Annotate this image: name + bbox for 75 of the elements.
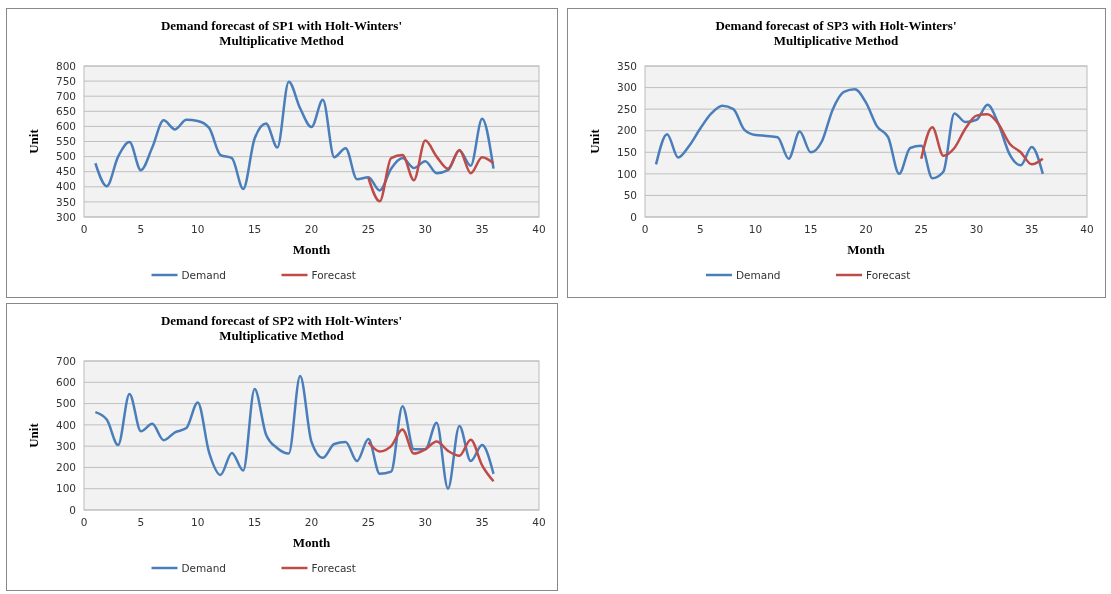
y-tick-label: 350 bbox=[55, 195, 76, 208]
x-tick-label: 35 bbox=[475, 223, 489, 235]
y-tick-label: 600 bbox=[55, 375, 76, 388]
y-tick-label: 100 bbox=[55, 482, 76, 495]
x-tick-label: 10 bbox=[191, 223, 205, 235]
y-axis-title: Unit bbox=[587, 128, 602, 154]
x-tick-label: 30 bbox=[418, 516, 432, 528]
x-tick-label: 35 bbox=[475, 516, 489, 528]
x-tick-label: 5 bbox=[137, 223, 145, 235]
x-tick-label: 20 bbox=[859, 223, 873, 235]
y-tick-label: 450 bbox=[55, 165, 76, 178]
y-tick-label: 650 bbox=[55, 104, 76, 117]
chart-title: Demand forecast of SP1 with Holt-Winters' Multiplicative Method bbox=[160, 18, 403, 48]
x-tick-label: 20 bbox=[304, 223, 319, 235]
y-tick-label: 400 bbox=[55, 180, 76, 193]
x-tick-label: 5 bbox=[137, 516, 145, 528]
y-tick-label: 300 bbox=[55, 210, 76, 223]
legend-label: Demand bbox=[181, 268, 227, 281]
x-tick-label: 30 bbox=[418, 223, 432, 235]
x-tick-label: 15 bbox=[247, 516, 262, 528]
y-tick-label: 100 bbox=[616, 167, 637, 180]
y-tick-label: 350 bbox=[616, 59, 637, 72]
y-tick-label: 700 bbox=[55, 354, 76, 367]
y-tick-label: 750 bbox=[55, 74, 76, 87]
x-tick-label: 30 bbox=[969, 223, 984, 235]
y-tick-label: 300 bbox=[616, 81, 637, 94]
y-tick-label: 600 bbox=[55, 120, 76, 133]
x-tick-label: 15 bbox=[804, 223, 818, 235]
y-tick-label: 250 bbox=[616, 102, 637, 115]
y-tick-label: 150 bbox=[616, 145, 637, 158]
legend-label: Forecast bbox=[866, 268, 911, 281]
line-series bbox=[94, 374, 495, 490]
x-axis-title: Month bbox=[292, 242, 332, 257]
x-tick-label: 0 bbox=[80, 223, 88, 235]
x-tick-label: 0 bbox=[641, 223, 649, 235]
y-tick-label: 800 bbox=[55, 59, 76, 72]
x-tick-label: 25 bbox=[914, 223, 928, 235]
x-tick-label: 5 bbox=[696, 223, 704, 235]
line-series bbox=[94, 80, 495, 192]
y-axis-title: Unit bbox=[26, 422, 41, 448]
chart-title: Demand forecast of SP3 with Holt-Winters' Multiplicative Method bbox=[715, 18, 957, 48]
x-tick-label: 40 bbox=[1080, 223, 1094, 235]
y-tick-label: 500 bbox=[55, 397, 76, 410]
x-axis-title: Month bbox=[847, 242, 886, 257]
line-series bbox=[654, 88, 1045, 180]
y-tick-label: 200 bbox=[616, 124, 637, 137]
x-tick-label: 40 bbox=[532, 223, 546, 235]
line-series bbox=[920, 113, 1045, 166]
y-tick-label: 300 bbox=[55, 439, 76, 452]
y-tick-label: 550 bbox=[55, 135, 76, 148]
y-tick-label: 400 bbox=[55, 418, 76, 431]
legend-label: Demand bbox=[736, 268, 781, 281]
y-tick-label: 0 bbox=[69, 503, 76, 516]
y-tick-label: 0 bbox=[630, 210, 637, 223]
x-tick-label: 10 bbox=[191, 516, 205, 528]
x-tick-label: 35 bbox=[1025, 223, 1039, 235]
x-tick-label: 10 bbox=[748, 223, 763, 235]
legend-label: Forecast bbox=[311, 561, 356, 574]
y-tick-label: 50 bbox=[623, 189, 637, 202]
y-tick-label: 500 bbox=[55, 150, 76, 163]
x-tick-label: 15 bbox=[247, 223, 262, 235]
chart-title: Demand forecast of SP2 with Holt-Winters' Multiplicative Method bbox=[160, 313, 403, 343]
x-tick-label: 0 bbox=[80, 516, 88, 528]
y-tick-label: 700 bbox=[55, 89, 76, 102]
y-axis-title: Unit bbox=[26, 128, 41, 154]
x-axis-title: Month bbox=[292, 535, 332, 550]
x-tick-label: 20 bbox=[304, 516, 319, 528]
y-tick-label: 200 bbox=[55, 461, 76, 474]
line-series bbox=[367, 428, 495, 483]
legend-label: Forecast bbox=[311, 268, 356, 281]
x-tick-label: 25 bbox=[361, 516, 376, 528]
x-tick-label: 40 bbox=[532, 516, 546, 528]
legend-label: Demand bbox=[181, 561, 227, 574]
x-tick-label: 25 bbox=[361, 223, 376, 235]
line-series bbox=[367, 139, 495, 203]
